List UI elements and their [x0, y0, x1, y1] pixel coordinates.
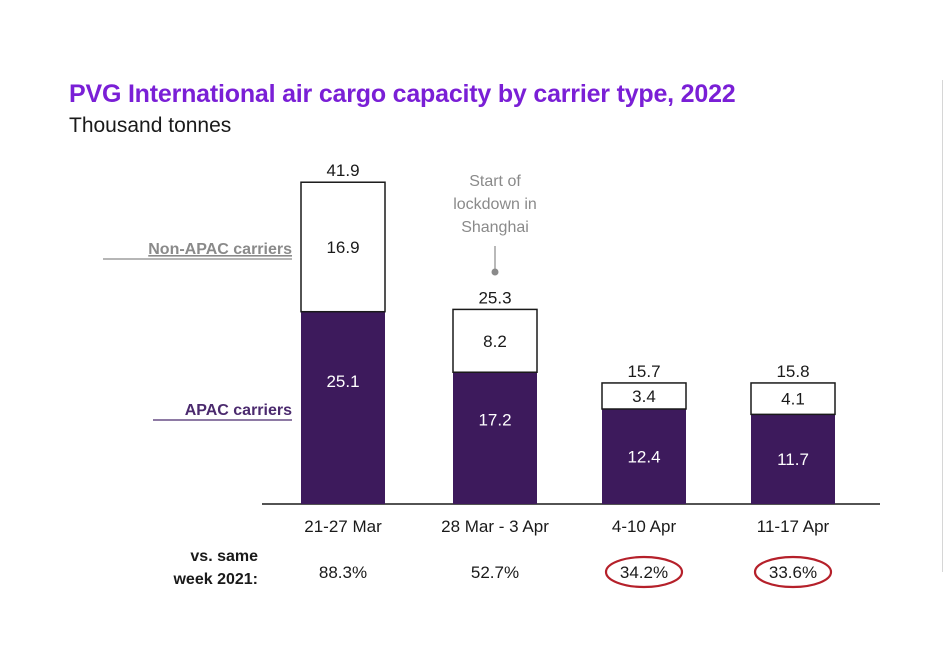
annotation-dot	[491, 268, 499, 276]
label-non-apac-value: 3.4	[632, 387, 656, 406]
x-tick-label: 11-17 Apr	[757, 517, 830, 536]
label-non-apac-value: 16.9	[326, 238, 359, 257]
label-apac-value: 12.4	[627, 448, 660, 467]
label-total: 15.7	[627, 362, 660, 381]
label-apac-value: 17.2	[478, 411, 511, 430]
comparison-value: 52.7%	[471, 563, 519, 582]
x-tick-label: 4-10 Apr	[612, 517, 677, 536]
label-total: 15.8	[776, 362, 809, 381]
highlight-circle	[604, 555, 684, 589]
bar-non-apac	[750, 382, 836, 416]
annotation-text: Start of	[469, 173, 521, 190]
comparison-value: 33.6%	[769, 563, 817, 582]
comparison-value: 88.3%	[319, 563, 367, 582]
bar-apac	[751, 414, 835, 504]
bar-non-apac	[601, 382, 687, 410]
chart-subtitle: Thousand tonnes	[69, 114, 232, 137]
label-apac-value: 11.7	[777, 450, 809, 469]
label-non-apac-value: 8.2	[483, 332, 507, 351]
series-label-non-apac: Non-APAC carriers	[148, 241, 292, 258]
x-tick-label: 21-27 Mar	[304, 517, 382, 536]
annotation-text: lockdown in	[453, 196, 537, 213]
label-total: 41.9	[326, 161, 359, 180]
comparison-label-line2: week 2021:	[172, 571, 258, 588]
bar-non-apac	[300, 181, 386, 313]
chart-title: PVG International air cargo capacity by …	[69, 80, 736, 108]
bar-apac	[602, 409, 686, 504]
comparison-value: 34.2%	[620, 563, 668, 582]
right-edge-divider	[942, 80, 943, 572]
bar-apac	[301, 311, 385, 504]
x-tick-label: 28 Mar - 3 Apr	[441, 517, 549, 536]
comparison-label-line1: vs. same	[190, 548, 258, 565]
bar-apac	[453, 372, 537, 504]
label-non-apac-value: 4.1	[781, 390, 805, 409]
label-total: 25.3	[478, 288, 511, 307]
bar-non-apac	[452, 308, 538, 373]
label-apac-value: 25.1	[326, 372, 359, 391]
highlight-circle	[753, 555, 833, 589]
series-label-apac: APAC carriers	[185, 402, 292, 419]
annotation-text: Shanghai	[461, 219, 529, 236]
